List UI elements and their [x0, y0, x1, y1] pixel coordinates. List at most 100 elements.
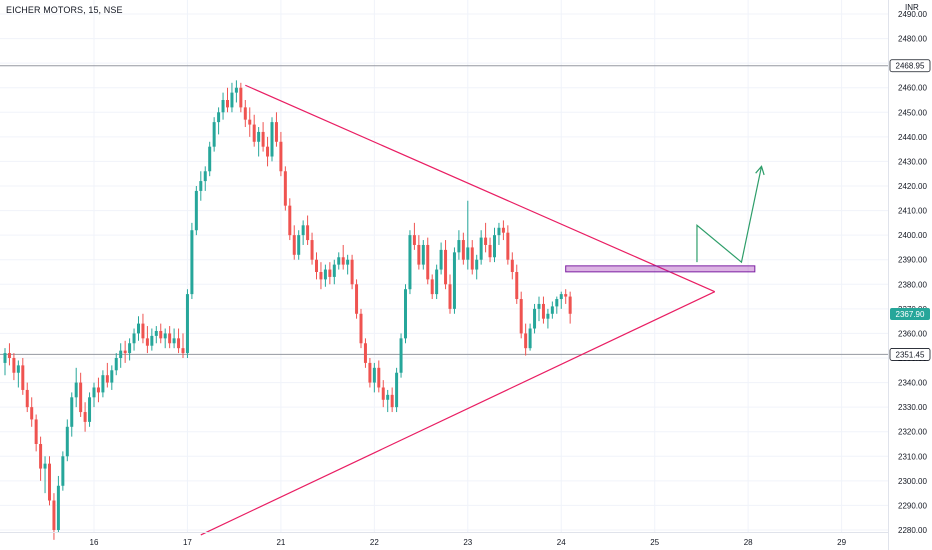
time-tick-label: 23	[463, 538, 472, 547]
candle-body	[546, 313, 550, 319]
price-tick-label: 2390.00	[898, 256, 927, 265]
candle-body	[497, 227, 501, 236]
candle-body	[421, 244, 425, 265]
candle-body	[444, 249, 448, 285]
currency-label: INR	[905, 3, 919, 12]
price-tick-label: 2490.00	[898, 10, 927, 19]
candle-body	[448, 284, 452, 309]
candle-body	[177, 338, 181, 349]
candle-body	[404, 289, 407, 339]
price-tick-label: 2300.00	[898, 477, 927, 486]
candle-body	[128, 343, 132, 354]
candle-body	[475, 259, 479, 270]
price-axis[interactable]: 2280.00 2290.00 2300.00 2310.00 2320.00 2330.…	[889, 10, 931, 535]
candle-body	[123, 350, 127, 354]
candle-body	[226, 100, 229, 108]
candle-body	[208, 146, 212, 172]
candle-body	[132, 333, 136, 344]
candle-body	[524, 333, 528, 349]
time-tick-label: 25	[650, 538, 659, 547]
time-axis[interactable]: 16 17 21 22 23 24 25 28 29	[90, 538, 847, 547]
candle-body	[270, 122, 274, 157]
candle-body	[248, 119, 252, 125]
candle-body	[74, 382, 78, 398]
price-tick-label: 2360.00	[898, 329, 927, 338]
last-price-badge	[890, 308, 930, 321]
candle-body	[377, 367, 381, 388]
candle-body	[430, 279, 434, 295]
horizontal-levels	[0, 65, 888, 355]
triangle-lower-line	[200, 291, 716, 536]
candle-body	[34, 419, 38, 444]
level-price-badge	[889, 59, 931, 73]
candle-body	[274, 122, 278, 142]
time-tick-label: 29	[837, 538, 846, 547]
time-tick-label: 22	[370, 538, 379, 547]
candle-body	[110, 370, 114, 383]
time-tick-label: 17	[183, 538, 192, 547]
candle-body	[52, 500, 56, 530]
candle-body	[559, 294, 563, 300]
last-price-label: 2367.90	[896, 310, 925, 319]
candle-body	[79, 382, 83, 413]
candle-body	[266, 146, 270, 157]
drawings	[200, 84, 765, 536]
price-tick-label: 2310.00	[898, 452, 927, 461]
candle-body	[279, 141, 283, 172]
candle-body	[30, 407, 34, 420]
price-tick-label: 2460.00	[898, 84, 927, 93]
projection-arrow-head	[755, 165, 765, 176]
candle-body	[194, 190, 198, 231]
candle-body	[501, 227, 505, 233]
candle-body	[65, 426, 69, 457]
candle-body	[145, 338, 149, 346]
candle-body	[105, 375, 109, 383]
candle-body	[452, 252, 456, 309]
candle-body	[172, 338, 176, 344]
candle-body	[83, 412, 87, 422]
candle-body	[137, 323, 140, 334]
candle-body	[181, 348, 185, 354]
candle-body	[154, 330, 158, 336]
candle-body	[537, 303, 541, 309]
candle-body	[359, 313, 363, 344]
candle-body	[185, 294, 189, 354]
time-tick-label: 24	[557, 538, 566, 547]
candle-body	[12, 358, 16, 373]
candle-body	[114, 358, 118, 371]
candle-body	[199, 181, 203, 191]
candle-body	[435, 269, 439, 295]
candle-body	[7, 353, 11, 358]
candle-body	[506, 232, 510, 260]
candle-body	[43, 463, 47, 469]
candle-body	[119, 350, 123, 358]
time-tick-label: 16	[90, 538, 99, 547]
time-tick-label: 28	[744, 538, 753, 547]
candle-body	[16, 365, 20, 373]
candle-body	[470, 247, 474, 270]
candle-body	[230, 92, 234, 108]
candle-body	[399, 338, 403, 373]
candle-body	[355, 284, 359, 314]
price-tick-label: 2320.00	[898, 428, 927, 437]
price-tick-label: 2380.00	[898, 280, 927, 289]
candle-body	[48, 463, 51, 501]
price-tick-label: 2290.00	[898, 501, 927, 510]
candle-body	[96, 387, 100, 393]
candle-body	[363, 343, 367, 363]
candle-body	[159, 330, 163, 339]
candle-body	[568, 296, 572, 314]
candle-body	[564, 294, 568, 297]
candle-body	[541, 303, 545, 319]
candle-body	[417, 244, 421, 265]
candle-body	[101, 375, 105, 393]
candle-body	[323, 269, 327, 280]
candle-body	[386, 394, 390, 400]
candle-body	[288, 205, 292, 236]
candle-body	[252, 124, 256, 142]
candle-body	[243, 107, 247, 120]
candle-body	[257, 131, 261, 142]
candle-body	[25, 389, 29, 408]
candle-body	[426, 244, 430, 280]
